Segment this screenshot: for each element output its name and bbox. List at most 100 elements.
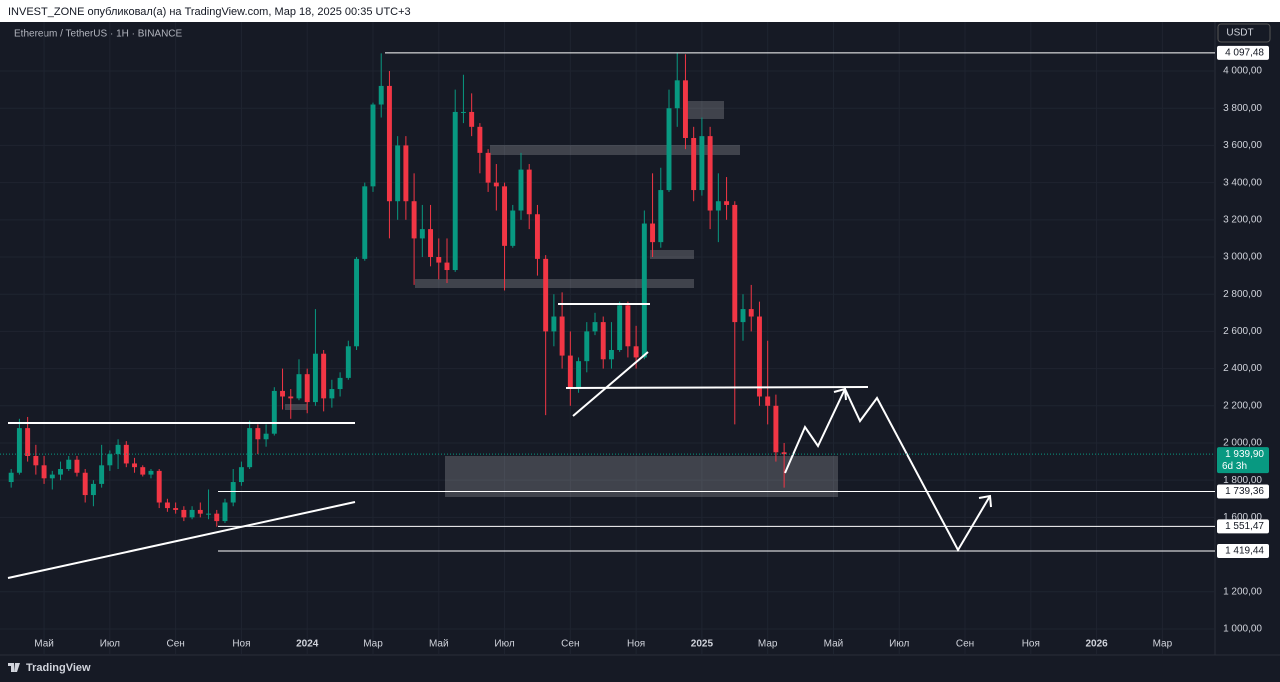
y-tick-label: 1 000,00 <box>1223 624 1262 635</box>
candle-body <box>625 305 631 347</box>
candle-body <box>460 111 466 113</box>
candle-body <box>617 305 623 350</box>
candles <box>8 52 787 527</box>
x-tick-label: Ноя <box>627 639 645 650</box>
candle-body <box>584 331 590 362</box>
candle-body <box>107 454 113 466</box>
candle-body <box>255 428 261 440</box>
x-tick-label: 2025 <box>691 639 714 650</box>
level-label-box <box>1217 45 1269 60</box>
candle-body <box>222 502 228 522</box>
candle-body <box>74 459 80 473</box>
candle-body <box>658 190 664 243</box>
level-label-box <box>1217 519 1269 534</box>
candle-body <box>304 374 310 403</box>
y-tick-label: 2 600,00 <box>1223 326 1262 337</box>
candle-body <box>724 201 730 205</box>
currency[interactable]: USDT <box>1226 28 1253 39</box>
candle-body <box>707 136 713 211</box>
y-tick-label: 2 800,00 <box>1223 289 1262 300</box>
level-label-box <box>1217 543 1269 558</box>
candle-body <box>132 463 137 468</box>
candle-body <box>395 145 401 202</box>
candle-body <box>485 152 491 183</box>
zone <box>415 279 694 288</box>
x-tick-label: Сен <box>561 639 579 650</box>
y-tick-label: 3 200,00 <box>1223 214 1262 225</box>
x-tick-label: Сен <box>956 639 974 650</box>
candle-body <box>378 85 384 105</box>
level-label: 1 419,44 <box>1225 546 1264 557</box>
candle-body <box>674 80 680 109</box>
currency-box[interactable] <box>1217 23 1271 43</box>
zone <box>687 101 724 119</box>
candle-body <box>732 204 738 323</box>
candle-body <box>329 389 335 399</box>
candle-body <box>206 513 211 515</box>
logo[interactable]: TradingView <box>26 662 91 674</box>
candle-body <box>715 201 721 211</box>
y-tick-label: 4 000,00 <box>1223 66 1262 77</box>
level-label: 4 097,48 <box>1225 48 1264 59</box>
candle-body <box>403 145 409 202</box>
candle-body <box>773 405 779 453</box>
candle-body <box>345 346 351 378</box>
candle-body <box>493 182 499 187</box>
symbol-title: Ethereum / TetherUS · 1H · BINANCE <box>14 29 183 40</box>
candle-body <box>189 509 195 518</box>
candle-body <box>641 223 647 358</box>
x-tick-label: 2024 <box>296 639 319 650</box>
candle-body <box>600 322 606 360</box>
y-tick-label: 1 600,00 <box>1223 512 1262 523</box>
candle-body <box>526 169 532 215</box>
candle-body <box>436 257 442 263</box>
candle-body <box>115 444 121 455</box>
candle-body <box>238 467 244 483</box>
candle-body <box>99 465 105 484</box>
x-tick-label: Мар <box>363 639 383 650</box>
candle-body <box>567 355 573 388</box>
countdown: 6d 3h <box>1222 461 1247 472</box>
candle-body <box>477 126 483 153</box>
candle-body <box>518 169 524 211</box>
candle-body <box>765 396 771 406</box>
candle-body <box>8 472 14 483</box>
x-tick-label: Ноя <box>1022 639 1040 650</box>
candle-body <box>49 474 55 479</box>
level-label-box <box>1217 484 1269 499</box>
candle-body <box>543 258 549 332</box>
trendlines <box>7 303 992 579</box>
last-price-box <box>1217 447 1269 474</box>
trendline <box>7 501 356 579</box>
y-tick-label: 1 200,00 <box>1223 586 1262 597</box>
candle-body <box>650 223 656 243</box>
x-tick-label: Май <box>429 639 449 650</box>
candle-body <box>510 210 516 246</box>
candle-body <box>781 452 787 455</box>
candle-body <box>419 229 425 239</box>
candle-body <box>16 428 22 473</box>
y-tick-label: 3 000,00 <box>1223 252 1262 263</box>
candle-body <box>608 350 614 360</box>
y-tick-label: 2 000,00 <box>1223 438 1262 449</box>
candle-body <box>296 374 302 399</box>
candle-body <box>58 469 63 475</box>
y-tick-label: 2 400,00 <box>1223 363 1262 374</box>
candle-body <box>271 390 277 434</box>
candle-body <box>354 258 360 347</box>
trendline <box>572 351 649 417</box>
candle-body <box>337 377 343 390</box>
overlay: 4 097,48 1 739,36 1 551,47 1 419,44 1 939,90… <box>0 45 1269 558</box>
x-tick-label: Мар <box>1153 639 1173 650</box>
logo-icon[interactable] <box>8 663 20 672</box>
candle-body <box>173 508 179 510</box>
candle-body <box>386 85 392 202</box>
candle-body <box>411 201 417 239</box>
candle-body <box>699 136 705 191</box>
x-tick-label: Мар <box>758 639 778 650</box>
y-tick-label: 2 200,00 <box>1223 400 1262 411</box>
candle-body <box>312 353 318 403</box>
x-tick-label: Май <box>34 639 54 650</box>
